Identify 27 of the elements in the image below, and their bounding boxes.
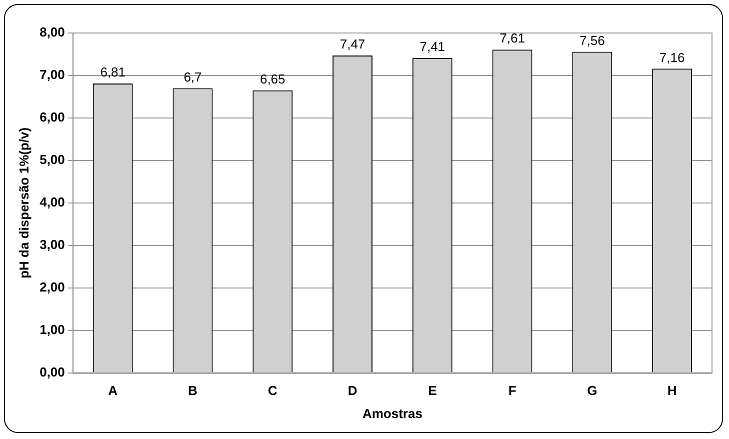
x-tick-label: F [508, 383, 516, 398]
y-axis-title: pH da dispersão 1%(p/v) [16, 127, 32, 278]
x-tick-label: B [188, 383, 198, 398]
y-tick-label: 5,00 [40, 152, 65, 168]
x-tick-label: A [108, 383, 118, 398]
data-label: 6,7 [184, 69, 202, 84]
data-label: 7,41 [420, 39, 446, 54]
x-tick-label: E [428, 383, 438, 398]
data-label: 7,47 [340, 36, 366, 52]
data-label: 7,61 [500, 30, 525, 46]
x-axis-title: Amostras [362, 406, 422, 421]
y-tick-label: 4,00 [40, 194, 65, 210]
y-tick-label: 3,00 [40, 236, 65, 252]
y-tick-label: 7,00 [40, 67, 65, 82]
y-tick-label: 6,00 [40, 110, 65, 125]
data-label: 6,81 [100, 64, 126, 80]
data-label: 7,16 [659, 50, 685, 65]
x-tick-label: G [587, 383, 598, 398]
x-tick-label: H [667, 383, 677, 398]
y-tick-label: 8,00 [40, 24, 65, 40]
data-label: 6,65 [260, 71, 286, 86]
x-tick-label: C [268, 383, 278, 398]
y-tick-label: 2,00 [40, 279, 65, 294]
y-tick-label: 1,00 [40, 322, 65, 337]
y-tick-label: 0,00 [40, 364, 65, 380]
x-tick-label: D [348, 383, 358, 398]
data-label: 7,56 [580, 32, 605, 48]
